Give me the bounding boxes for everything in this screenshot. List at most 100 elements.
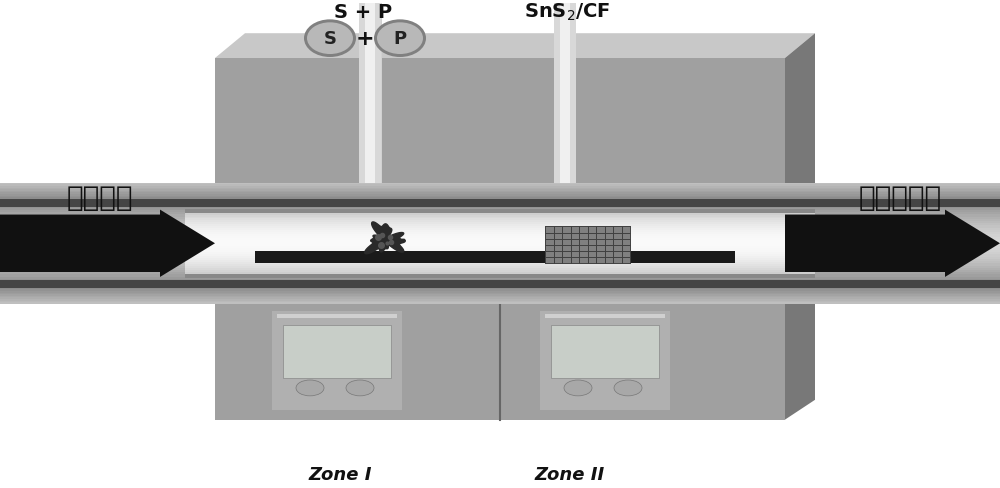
Bar [185, 239, 815, 241]
Bar [0, 273, 1000, 275]
Bar [0, 280, 1000, 288]
Bar [376, 4, 378, 217]
Bar [368, 4, 369, 217]
Bar [185, 235, 815, 237]
Polygon shape [215, 34, 815, 59]
Bar [0, 183, 1000, 185]
Bar [185, 268, 815, 270]
Bar [185, 225, 815, 227]
Bar [0, 198, 1000, 199]
FancyBboxPatch shape [283, 325, 391, 378]
Text: P: P [393, 30, 407, 48]
Bar [0, 277, 1000, 279]
Bar [185, 272, 815, 274]
Bar [0, 293, 1000, 295]
Bar [185, 259, 815, 261]
Bar [0, 222, 1000, 224]
Bar [0, 244, 1000, 246]
Bar [185, 274, 815, 278]
FancyArrow shape [785, 210, 1000, 277]
Ellipse shape [614, 380, 642, 396]
Bar [185, 211, 815, 213]
Bar [0, 259, 1000, 262]
Bar [545, 314, 665, 318]
Bar [185, 233, 815, 235]
Bar [0, 298, 1000, 299]
Bar [0, 191, 1000, 193]
Bar [0, 288, 1000, 304]
Bar [362, 4, 364, 217]
Bar [540, 311, 670, 410]
Bar [381, 4, 382, 217]
Bar [554, 4, 576, 217]
Bar [272, 311, 402, 410]
Ellipse shape [296, 380, 324, 396]
Bar [0, 217, 1000, 219]
Bar [185, 266, 815, 268]
Bar [185, 255, 815, 257]
Bar [0, 250, 1000, 253]
Bar [0, 239, 1000, 242]
Bar [185, 264, 815, 266]
Bar [185, 209, 815, 213]
Bar [185, 209, 815, 211]
Bar [545, 227, 630, 264]
Bar [0, 242, 1000, 244]
Bar [0, 196, 1000, 198]
Bar [0, 282, 1000, 284]
Bar [0, 268, 1000, 270]
Bar [0, 291, 1000, 293]
Bar [0, 224, 1000, 226]
Bar [0, 301, 1000, 303]
Bar [185, 276, 815, 278]
Bar [185, 223, 815, 225]
Bar [364, 4, 365, 217]
Bar [0, 186, 1000, 188]
Bar [359, 4, 360, 217]
Bar [371, 4, 372, 217]
Text: Zone II: Zone II [535, 465, 605, 483]
Text: SnS$_2$/CF: SnS$_2$/CF [524, 2, 610, 23]
Bar [0, 264, 1000, 266]
Bar [369, 4, 371, 217]
Bar [277, 314, 397, 318]
Bar [215, 59, 785, 217]
Bar [0, 248, 1000, 250]
Bar [185, 215, 815, 217]
Bar [0, 237, 1000, 239]
Bar [359, 4, 381, 217]
Bar [185, 213, 815, 215]
Text: S: S [324, 30, 336, 48]
Polygon shape [785, 34, 815, 217]
Bar [0, 190, 1000, 191]
Bar [0, 183, 1000, 199]
Bar [0, 206, 1000, 208]
Bar [0, 210, 1000, 213]
Bar [0, 279, 1000, 282]
Bar [0, 193, 1000, 195]
Bar [185, 253, 815, 255]
Bar [185, 217, 815, 219]
Bar [185, 261, 815, 263]
FancyBboxPatch shape [551, 325, 659, 378]
Bar [0, 199, 1000, 207]
Bar [374, 4, 375, 217]
Bar [185, 243, 815, 245]
Bar [0, 262, 1000, 264]
Bar [0, 219, 1000, 222]
Bar [185, 227, 815, 229]
Bar [378, 4, 379, 217]
Ellipse shape [304, 20, 356, 58]
Text: +: + [356, 29, 374, 49]
Bar [185, 263, 815, 264]
Bar [0, 230, 1000, 233]
Bar [0, 286, 1000, 288]
Bar [185, 270, 815, 272]
Bar [215, 296, 785, 420]
Bar [185, 247, 815, 249]
Bar [373, 4, 374, 217]
Bar [0, 253, 1000, 255]
Bar [0, 228, 1000, 230]
Ellipse shape [346, 380, 374, 396]
Bar [375, 4, 376, 217]
